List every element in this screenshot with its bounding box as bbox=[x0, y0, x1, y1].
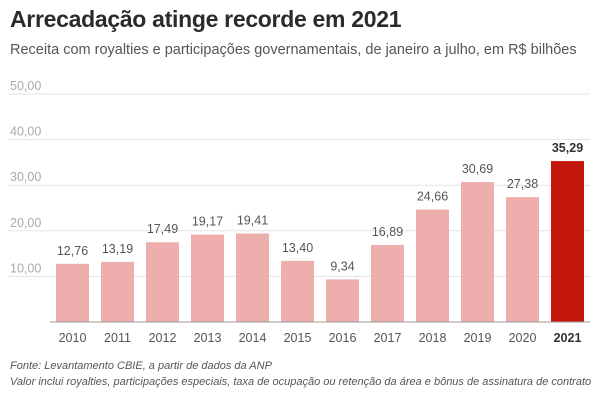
bars bbox=[56, 161, 584, 322]
data-label-2010: 12,76 bbox=[57, 244, 88, 258]
methodology-note: Valor inclui royalties, participações es… bbox=[10, 376, 592, 388]
x-tick-label-2015: 2015 bbox=[284, 331, 312, 345]
x-tick-label-2021: 2021 bbox=[554, 331, 582, 345]
bar-2020 bbox=[506, 197, 539, 322]
bar-2014 bbox=[236, 233, 269, 322]
y-tick-label: 40,00 bbox=[10, 125, 41, 139]
bar-2021 bbox=[551, 161, 584, 322]
x-tick-label-2010: 2010 bbox=[59, 331, 87, 345]
data-label-2013: 19,17 bbox=[192, 215, 223, 229]
data-label-2012: 17,49 bbox=[147, 222, 178, 236]
data-labels: 12,76 13,19 17,49 19,17 19,41 13,40 9,34 16,89 2… bbox=[57, 141, 583, 273]
x-tick-label-2014: 2014 bbox=[239, 331, 267, 345]
x-tick-label-2011: 2011 bbox=[104, 331, 131, 345]
x-tick-label-2012: 2012 bbox=[149, 331, 177, 345]
data-label-2021: 35,29 bbox=[552, 141, 583, 155]
data-label-2014: 19,41 bbox=[237, 213, 268, 227]
y-tick-label: 30,00 bbox=[10, 170, 41, 184]
y-tick-label: 20,00 bbox=[10, 216, 41, 230]
bar-2015 bbox=[281, 260, 314, 322]
x-tick-label-2013: 2013 bbox=[194, 331, 222, 345]
bar-2017 bbox=[371, 244, 404, 322]
bar-2013 bbox=[191, 234, 224, 322]
x-tick-label-2020: 2020 bbox=[509, 331, 537, 345]
x-tick-label-2017: 2017 bbox=[374, 331, 402, 345]
data-label-2019: 30,69 bbox=[462, 162, 493, 176]
bar-2011 bbox=[101, 261, 134, 322]
bar-2010 bbox=[56, 263, 89, 322]
data-label-2016: 9,34 bbox=[330, 259, 354, 273]
x-tick-label-2019: 2019 bbox=[464, 331, 492, 345]
data-label-2015: 13,40 bbox=[282, 241, 313, 255]
data-label-2020: 27,38 bbox=[507, 177, 538, 191]
x-tick-label-2018: 2018 bbox=[419, 331, 447, 345]
data-label-2017: 16,89 bbox=[372, 225, 403, 239]
bar-2012 bbox=[146, 242, 179, 322]
source-note: Fonte: Levantamento CBIE, a partir de da… bbox=[10, 360, 272, 372]
y-axis: 10,00 20,00 30,00 40,00 50,00 bbox=[10, 79, 41, 275]
bar-2018 bbox=[416, 209, 449, 322]
data-label-2018: 24,66 bbox=[417, 190, 448, 204]
x-axis: 2010 2011 2012 2013 2014 2015 2016 2017 2018 2019… bbox=[50, 321, 590, 345]
x-tick-label-2016: 2016 bbox=[329, 331, 357, 345]
bar-2016 bbox=[326, 279, 359, 322]
data-label-2011: 13,19 bbox=[102, 242, 133, 256]
chart-title: Arrecadação atinge recorde em 2021 bbox=[10, 6, 402, 32]
bar-2019 bbox=[461, 182, 494, 322]
chart-subtitle: Receita com royalties e participações go… bbox=[10, 42, 577, 58]
y-tick-label: 10,00 bbox=[10, 261, 41, 275]
y-tick-label: 50,00 bbox=[10, 79, 41, 93]
